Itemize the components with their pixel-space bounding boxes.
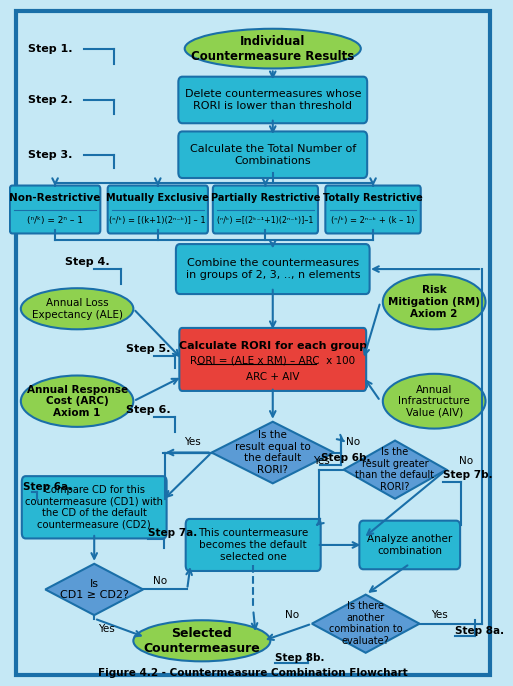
FancyBboxPatch shape	[108, 185, 208, 233]
Text: Step 6.: Step 6.	[126, 405, 171, 415]
FancyBboxPatch shape	[10, 185, 101, 233]
FancyBboxPatch shape	[22, 476, 167, 539]
Text: Step 8a.: Step 8a.	[455, 626, 504, 635]
Text: Mutually Exclusive: Mutually Exclusive	[106, 193, 209, 204]
Text: Step 7b.: Step 7b.	[443, 470, 492, 480]
Text: Yes: Yes	[431, 611, 447, 620]
Text: No: No	[346, 437, 361, 447]
Text: Step 2.: Step 2.	[28, 95, 73, 105]
Text: Annual Response
Cost (ARC)
Axiom 1: Annual Response Cost (ARC) Axiom 1	[27, 385, 128, 418]
FancyBboxPatch shape	[179, 77, 367, 123]
Text: This countermeasure
becomes the default
selected one: This countermeasure becomes the default …	[198, 528, 308, 562]
FancyBboxPatch shape	[186, 519, 321, 571]
Text: Risk
Mitigation (RM)
Axiom 2: Risk Mitigation (RM) Axiom 2	[388, 285, 480, 318]
Text: Is the
result equal to
the default
RORI?: Is the result equal to the default RORI?	[235, 430, 311, 475]
Text: Individual
Countermeasure Results: Individual Countermeasure Results	[191, 34, 354, 62]
Ellipse shape	[185, 29, 361, 69]
Text: (ⁿ/ᵏ) = [(k+1)(2ⁿ⁻ᵏ)] – 1: (ⁿ/ᵏ) = [(k+1)(2ⁿ⁻ᵏ)] – 1	[109, 216, 206, 225]
Text: No: No	[459, 456, 473, 466]
Text: Yes: Yes	[184, 437, 201, 447]
Text: Totally Restrictive: Totally Restrictive	[323, 193, 423, 204]
Text: Step 8b.: Step 8b.	[275, 653, 325, 663]
Polygon shape	[312, 595, 420, 653]
Text: Selected
Countermeasure: Selected Countermeasure	[144, 627, 260, 655]
FancyBboxPatch shape	[176, 244, 369, 294]
Text: No: No	[153, 576, 167, 587]
Text: Step 6b.: Step 6b.	[321, 453, 370, 463]
Ellipse shape	[383, 374, 485, 429]
Text: (ⁿ/ᵏ) =[(2ᵏ⁻¹+1)(2ⁿ⁻ᵏ)]–1: (ⁿ/ᵏ) =[(2ᵏ⁻¹+1)(2ⁿ⁻ᵏ)]–1	[217, 216, 313, 225]
Ellipse shape	[21, 375, 133, 427]
Text: No: No	[285, 611, 300, 620]
Text: (ⁿ/ᵏ) = 2ⁿ⁻ᵏ + (k – 1): (ⁿ/ᵏ) = 2ⁿ⁻ᵏ + (k – 1)	[331, 216, 415, 225]
Text: Combine the countermeasures
in groups of 2, 3, .., n elements: Combine the countermeasures in groups of…	[186, 258, 360, 280]
FancyBboxPatch shape	[213, 185, 318, 233]
Text: Is the
result greater
than the default
RORI?: Is the result greater than the default R…	[356, 447, 435, 492]
Text: Step 1.: Step 1.	[28, 44, 73, 54]
Text: Step 6a.: Step 6a.	[23, 482, 72, 492]
Text: Partially Restrictive: Partially Restrictive	[211, 193, 320, 204]
Text: Step 4.: Step 4.	[65, 257, 109, 268]
Text: ARC + AIV: ARC + AIV	[246, 372, 300, 381]
Ellipse shape	[133, 620, 270, 661]
Text: Compare CD for this
countermeasure (CD1) with
the CD of the default
countermeasu: Compare CD for this countermeasure (CD1)…	[25, 485, 163, 530]
FancyBboxPatch shape	[180, 328, 366, 391]
Text: Is
CD1 ≥ CD2?: Is CD1 ≥ CD2?	[60, 579, 129, 600]
Text: Annual
Infrastructure
Value (AIV): Annual Infrastructure Value (AIV)	[398, 385, 470, 418]
FancyBboxPatch shape	[359, 521, 460, 569]
Polygon shape	[212, 422, 334, 484]
Polygon shape	[344, 440, 446, 499]
Text: Annual Loss
Expectancy (ALE): Annual Loss Expectancy (ALE)	[32, 298, 123, 320]
Polygon shape	[45, 564, 143, 615]
Text: Analyze another
combination: Analyze another combination	[367, 534, 452, 556]
Text: RORI = (ALE x RM) – ARC  x 100: RORI = (ALE x RM) – ARC x 100	[190, 356, 356, 366]
Text: Yes: Yes	[313, 456, 330, 466]
Text: Calculate the Total Number of
Combinations: Calculate the Total Number of Combinatio…	[190, 144, 356, 165]
FancyBboxPatch shape	[16, 11, 490, 675]
Text: Step 3.: Step 3.	[28, 150, 72, 160]
Text: Yes: Yes	[98, 624, 115, 634]
FancyBboxPatch shape	[325, 185, 421, 233]
FancyBboxPatch shape	[179, 132, 367, 178]
Text: Non-Restrictive: Non-Restrictive	[9, 193, 101, 204]
Text: Calculate RORI for each group: Calculate RORI for each group	[179, 341, 367, 351]
Text: Step 7a.: Step 7a.	[148, 528, 198, 538]
Text: (ⁿ/ᵏ) = 2ⁿ – 1: (ⁿ/ᵏ) = 2ⁿ – 1	[27, 216, 83, 225]
Text: Figure 4.2 - Countermeasure Combination Flowchart: Figure 4.2 - Countermeasure Combination …	[98, 668, 408, 678]
Text: Is there
another
combination to
evaluate?: Is there another combination to evaluate…	[329, 602, 403, 646]
Text: Step 5.: Step 5.	[126, 344, 170, 354]
Text: Delete countermeasures whose
RORI is lower than threshold: Delete countermeasures whose RORI is low…	[185, 89, 361, 110]
Ellipse shape	[21, 288, 133, 329]
Ellipse shape	[383, 274, 485, 329]
